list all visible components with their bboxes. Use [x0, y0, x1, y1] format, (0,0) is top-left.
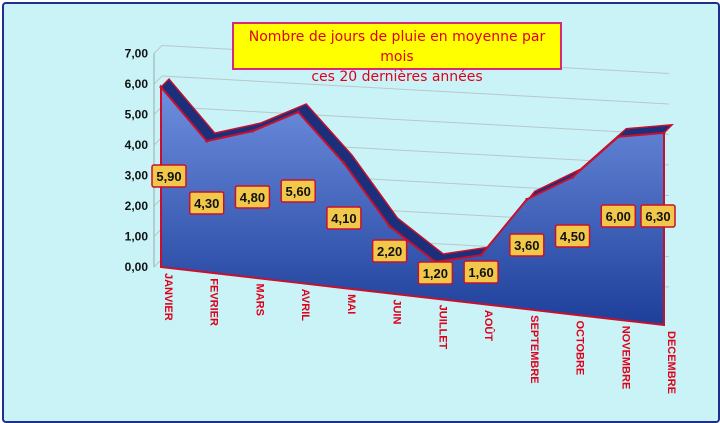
- data-point: [296, 110, 300, 114]
- data-label: 4,30: [188, 191, 225, 215]
- x-tick-label: JUILLET: [436, 305, 448, 350]
- title-line-2: ces 20 dernières années: [311, 69, 483, 85]
- data-label-text: 1,60: [468, 265, 493, 280]
- data-label-text: 5,90: [156, 169, 181, 184]
- data-point: [571, 175, 575, 179]
- data-point: [342, 161, 346, 165]
- y-tick-label: 7,00: [125, 47, 149, 61]
- data-point: [616, 135, 620, 139]
- data-label: 6,30: [640, 204, 676, 228]
- x-tick-label: MARS: [253, 284, 265, 316]
- data-label-text: 6,00: [606, 209, 631, 224]
- data-label-text: 4,30: [194, 196, 219, 211]
- x-tick-label: JANVIER: [162, 273, 174, 321]
- x-tick-label: JUIN: [391, 299, 403, 324]
- x-tick-label: AVRIL: [299, 289, 311, 321]
- chart-title: Nombre de jours de pluie en moyenne par …: [232, 22, 562, 85]
- data-label-text: 3,60: [514, 238, 539, 253]
- data-label: 5,60: [280, 179, 316, 203]
- y-tick-label: 3,00: [125, 169, 149, 183]
- area-chart: 0,00 1,00 2,00 3,00 4,00 5,00 6,00 7,00 JANVIER…: [125, 45, 677, 394]
- y-tick-label: 2,00: [125, 199, 149, 213]
- y-tick-label: 6,00: [125, 77, 149, 91]
- data-label: 4,10: [326, 206, 362, 230]
- x-tick-label: DECEMBRE: [665, 331, 677, 394]
- data-point: [159, 85, 163, 89]
- data-label-text: 2,20: [377, 244, 402, 259]
- data-label: 1,60: [463, 260, 499, 284]
- data-point: [205, 139, 209, 143]
- data-label: 4,50: [554, 224, 591, 248]
- x-tick-label: MAI: [345, 294, 357, 314]
- data-label: 3,60: [509, 233, 545, 257]
- data-label-text: 5,60: [286, 184, 311, 199]
- data-label: 1,20: [417, 261, 454, 285]
- y-tick-label: 5,00: [125, 108, 149, 122]
- y-tick-label: 4,00: [125, 138, 149, 152]
- data-label: 6,00: [600, 204, 637, 228]
- data-label-text: 4,10: [331, 211, 356, 226]
- data-label-text: 6,30: [645, 209, 670, 224]
- data-label: 4,80: [234, 185, 271, 209]
- x-tick-label: AOÛT: [482, 310, 495, 341]
- data-point: [250, 129, 254, 133]
- data-point: [479, 253, 483, 257]
- x-tick-label: SEPTEMBRE: [528, 315, 540, 383]
- x-tick-label: NOVEMBRE: [619, 326, 631, 390]
- data-point: [662, 131, 666, 135]
- data-point: [525, 197, 529, 201]
- data-label-text: 1,20: [423, 266, 448, 281]
- data-point: [388, 224, 392, 228]
- data-label-text: 4,80: [240, 190, 265, 205]
- data-label: 2,20: [371, 239, 408, 263]
- x-tick-label: OCTOBRE: [574, 320, 586, 375]
- y-tick-label: 0,00: [125, 260, 149, 274]
- title-line-1: Nombre de jours de pluie en moyenne par …: [248, 29, 546, 65]
- data-label-text: 4,50: [560, 229, 585, 244]
- data-label: 5,90: [151, 164, 187, 188]
- y-tick-label: 1,00: [125, 230, 149, 244]
- x-tick-label: FEVRIER: [208, 278, 220, 326]
